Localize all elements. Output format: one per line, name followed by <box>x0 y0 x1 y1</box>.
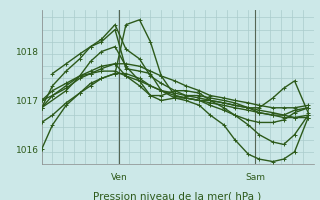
Text: Pression niveau de la mer( hPa ): Pression niveau de la mer( hPa ) <box>93 192 262 200</box>
Text: Sam: Sam <box>245 173 265 182</box>
Text: Ven: Ven <box>111 173 127 182</box>
